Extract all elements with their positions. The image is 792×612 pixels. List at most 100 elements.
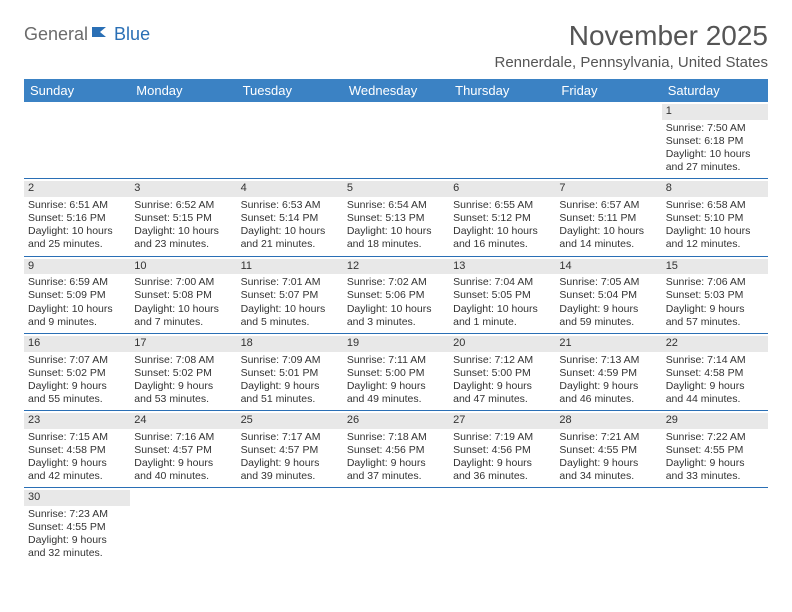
- daylight-text: Daylight: 9 hours: [134, 380, 232, 393]
- day-cell: 4Sunrise: 6:53 AMSunset: 5:14 PMDaylight…: [237, 179, 343, 255]
- day-header: Wednesday: [343, 79, 449, 102]
- logo: General Blue: [24, 24, 150, 45]
- day-cell: 29Sunrise: 7:22 AMSunset: 4:55 PMDayligh…: [662, 411, 768, 487]
- day-number: 15: [662, 259, 768, 275]
- day-number: 10: [130, 259, 236, 275]
- week-row: 2Sunrise: 6:51 AMSunset: 5:16 PMDaylight…: [24, 179, 768, 256]
- day-number: 22: [662, 336, 768, 352]
- sunrise-text: Sunrise: 6:52 AM: [134, 199, 232, 212]
- day-header: Tuesday: [237, 79, 343, 102]
- sunset-text: Sunset: 4:56 PM: [453, 444, 551, 457]
- sunrise-text: Sunrise: 7:22 AM: [666, 431, 764, 444]
- logo-flag-icon: [92, 25, 112, 44]
- daylight-text: Daylight: 9 hours: [241, 457, 339, 470]
- day-number: 19: [343, 336, 449, 352]
- day-cell: 3Sunrise: 6:52 AMSunset: 5:15 PMDaylight…: [130, 179, 236, 255]
- sunrise-text: Sunrise: 7:50 AM: [666, 122, 764, 135]
- daylight-text: Daylight: 10 hours: [666, 225, 764, 238]
- daylight-text: Daylight: 9 hours: [559, 457, 657, 470]
- day-cell: 1Sunrise: 7:50 AMSunset: 6:18 PMDaylight…: [662, 102, 768, 178]
- day-number: 18: [237, 336, 343, 352]
- day-cell: 6Sunrise: 6:55 AMSunset: 5:12 PMDaylight…: [449, 179, 555, 255]
- sunrise-text: Sunrise: 7:11 AM: [347, 354, 445, 367]
- week-row: 9Sunrise: 6:59 AMSunset: 5:09 PMDaylight…: [24, 257, 768, 334]
- sunrise-text: Sunrise: 7:17 AM: [241, 431, 339, 444]
- sunrise-text: Sunrise: 7:09 AM: [241, 354, 339, 367]
- sunset-text: Sunset: 5:16 PM: [28, 212, 126, 225]
- day-cell: 10Sunrise: 7:00 AMSunset: 5:08 PMDayligh…: [130, 257, 236, 333]
- daylight-text: and 16 minutes.: [453, 238, 551, 251]
- day-cell: 5Sunrise: 6:54 AMSunset: 5:13 PMDaylight…: [343, 179, 449, 255]
- day-number: 1: [662, 104, 768, 120]
- logo-text-blue: Blue: [114, 24, 150, 45]
- daylight-text: Daylight: 10 hours: [453, 303, 551, 316]
- daylight-text: and 51 minutes.: [241, 393, 339, 406]
- empty-cell: [449, 102, 555, 178]
- day-number: 20: [449, 336, 555, 352]
- sunrise-text: Sunrise: 7:07 AM: [28, 354, 126, 367]
- sunset-text: Sunset: 5:14 PM: [241, 212, 339, 225]
- sunset-text: Sunset: 5:09 PM: [28, 289, 126, 302]
- sunrise-text: Sunrise: 7:18 AM: [347, 431, 445, 444]
- day-cell: 14Sunrise: 7:05 AMSunset: 5:04 PMDayligh…: [555, 257, 661, 333]
- day-number: 30: [24, 490, 130, 506]
- sunset-text: Sunset: 5:03 PM: [666, 289, 764, 302]
- sunrise-text: Sunrise: 6:59 AM: [28, 276, 126, 289]
- daylight-text: and 44 minutes.: [666, 393, 764, 406]
- empty-cell: [237, 102, 343, 178]
- daylight-text: Daylight: 10 hours: [134, 303, 232, 316]
- empty-cell: [662, 488, 768, 564]
- daylight-text: Daylight: 9 hours: [28, 380, 126, 393]
- sunrise-text: Sunrise: 6:54 AM: [347, 199, 445, 212]
- sunset-text: Sunset: 4:55 PM: [28, 521, 126, 534]
- daylight-text: Daylight: 10 hours: [559, 225, 657, 238]
- daylight-text: Daylight: 9 hours: [134, 457, 232, 470]
- daylight-text: Daylight: 10 hours: [241, 225, 339, 238]
- daylight-text: and 33 minutes.: [666, 470, 764, 483]
- day-cell: 12Sunrise: 7:02 AMSunset: 5:06 PMDayligh…: [343, 257, 449, 333]
- sunrise-text: Sunrise: 7:05 AM: [559, 276, 657, 289]
- day-cell: 7Sunrise: 6:57 AMSunset: 5:11 PMDaylight…: [555, 179, 661, 255]
- day-cell: 16Sunrise: 7:07 AMSunset: 5:02 PMDayligh…: [24, 334, 130, 410]
- sunrise-text: Sunrise: 7:19 AM: [453, 431, 551, 444]
- day-number: 28: [555, 413, 661, 429]
- daylight-text: Daylight: 9 hours: [666, 457, 764, 470]
- sunrise-text: Sunrise: 7:00 AM: [134, 276, 232, 289]
- day-number: 26: [343, 413, 449, 429]
- day-number: 17: [130, 336, 236, 352]
- sunrise-text: Sunrise: 6:55 AM: [453, 199, 551, 212]
- sunset-text: Sunset: 5:00 PM: [347, 367, 445, 380]
- sunrise-text: Sunrise: 6:57 AM: [559, 199, 657, 212]
- daylight-text: Daylight: 10 hours: [134, 225, 232, 238]
- sunrise-text: Sunrise: 7:12 AM: [453, 354, 551, 367]
- sunrise-text: Sunrise: 6:58 AM: [666, 199, 764, 212]
- daylight-text: Daylight: 9 hours: [28, 534, 126, 547]
- header: General Blue November 2025 Rennerdale, P…: [24, 20, 768, 71]
- daylight-text: and 27 minutes.: [666, 161, 764, 174]
- empty-cell: [449, 488, 555, 564]
- day-number: 12: [343, 259, 449, 275]
- day-header: Sunday: [24, 79, 130, 102]
- sunrise-text: Sunrise: 7:04 AM: [453, 276, 551, 289]
- daylight-text: and 39 minutes.: [241, 470, 339, 483]
- daylight-text: and 18 minutes.: [347, 238, 445, 251]
- sunset-text: Sunset: 4:56 PM: [347, 444, 445, 457]
- logo-text-general: General: [24, 24, 88, 45]
- day-number: 11: [237, 259, 343, 275]
- sunrise-text: Sunrise: 7:15 AM: [28, 431, 126, 444]
- day-cell: 11Sunrise: 7:01 AMSunset: 5:07 PMDayligh…: [237, 257, 343, 333]
- day-number: 23: [24, 413, 130, 429]
- sunset-text: Sunset: 5:00 PM: [453, 367, 551, 380]
- day-cell: 30Sunrise: 7:23 AMSunset: 4:55 PMDayligh…: [24, 488, 130, 564]
- sunset-text: Sunset: 5:08 PM: [134, 289, 232, 302]
- sunrise-text: Sunrise: 7:06 AM: [666, 276, 764, 289]
- sunrise-text: Sunrise: 7:13 AM: [559, 354, 657, 367]
- sunset-text: Sunset: 5:06 PM: [347, 289, 445, 302]
- daylight-text: Daylight: 9 hours: [559, 380, 657, 393]
- sunset-text: Sunset: 5:05 PM: [453, 289, 551, 302]
- daylight-text: Daylight: 10 hours: [347, 303, 445, 316]
- day-number: 3: [130, 181, 236, 197]
- sunset-text: Sunset: 5:04 PM: [559, 289, 657, 302]
- sunset-text: Sunset: 4:55 PM: [559, 444, 657, 457]
- sunset-text: Sunset: 4:57 PM: [241, 444, 339, 457]
